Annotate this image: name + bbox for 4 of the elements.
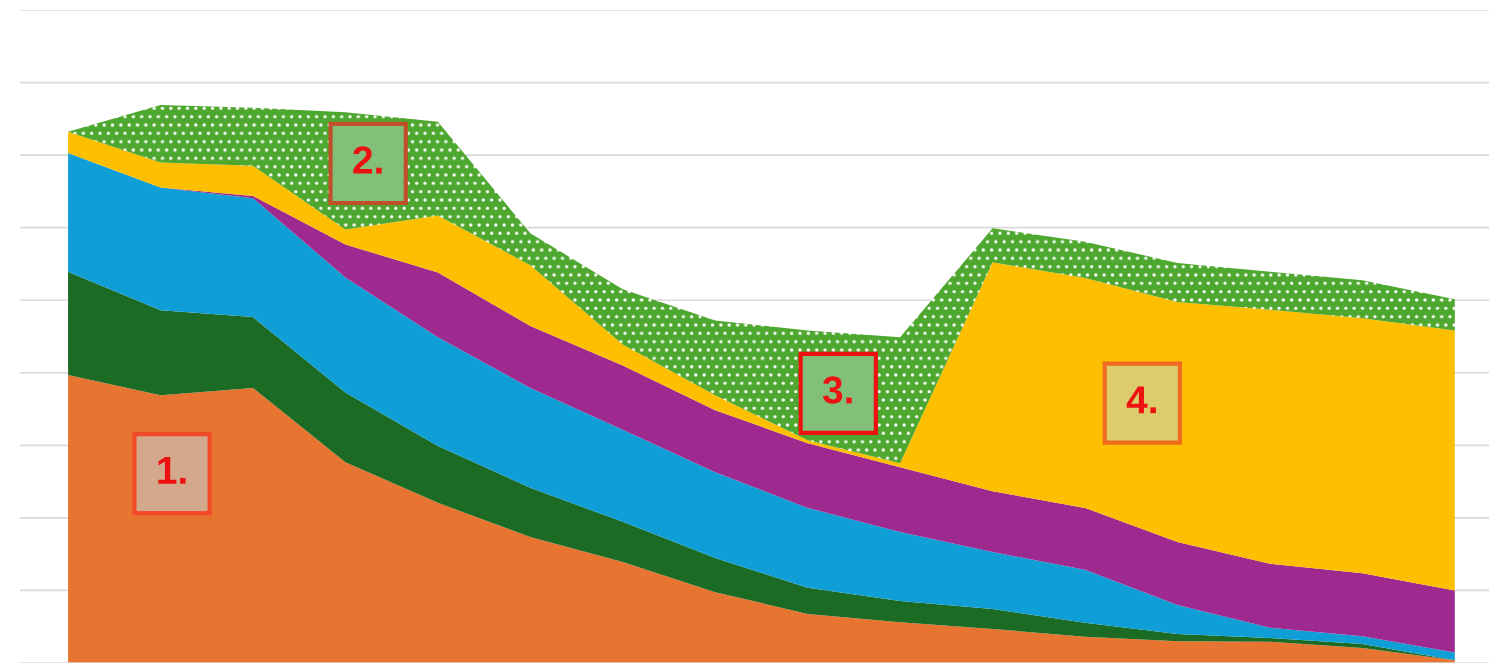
annotation: 4. xyxy=(1126,386,1156,414)
annotation: 2. xyxy=(353,146,382,174)
annotation: 1. xyxy=(158,456,186,484)
annotation: 3. xyxy=(822,376,852,404)
